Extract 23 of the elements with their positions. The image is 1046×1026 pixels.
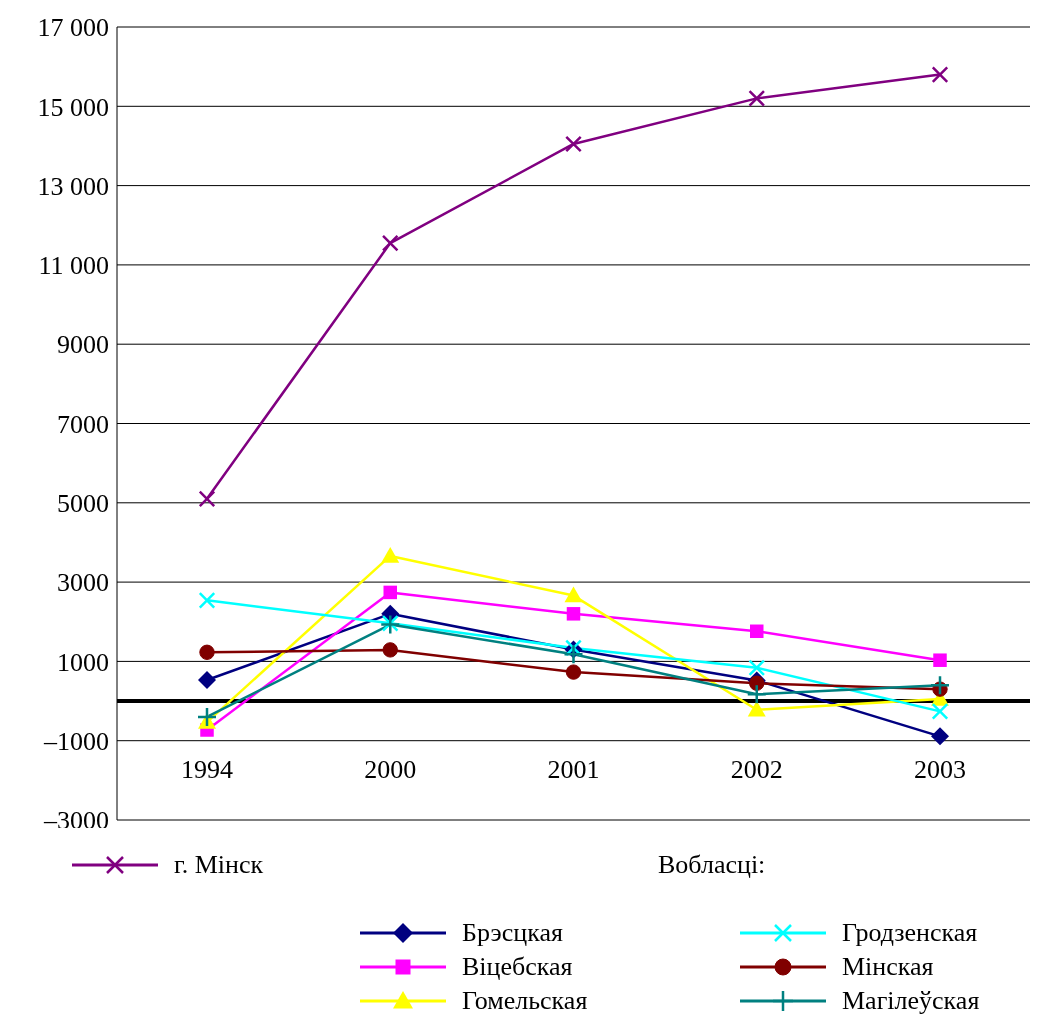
y-tick-label: 13 000 bbox=[37, 171, 109, 201]
y-tick-label: 15 000 bbox=[37, 92, 109, 122]
legend-label: Віцебская bbox=[462, 952, 573, 982]
x-tick-label: 2000 bbox=[364, 755, 417, 784]
y-tick-label: 9000 bbox=[57, 330, 109, 360]
x-tick-label: 2003 bbox=[914, 755, 966, 784]
x-tick-label: 2002 bbox=[730, 755, 783, 784]
legend-label: Мінская bbox=[842, 952, 934, 982]
legend-title: Вобласці: bbox=[658, 850, 766, 880]
x-tick-label: 1994 bbox=[181, 755, 233, 784]
y-tick-label: 5000 bbox=[57, 489, 109, 519]
x-tick-label: 2001 bbox=[547, 755, 600, 784]
y-tick-label: 7000 bbox=[57, 409, 109, 439]
legend-label: Брэсцкая bbox=[462, 918, 563, 948]
legend-label: Гомельская bbox=[462, 986, 588, 1016]
y-tick-label: 1000 bbox=[57, 647, 109, 677]
y-tick-label: 17 000 bbox=[37, 13, 109, 43]
y-tick-label: –1000 bbox=[43, 726, 109, 756]
legend-label: г. Мінск bbox=[174, 850, 264, 880]
y-tick-label: 11 000 bbox=[38, 251, 109, 281]
legend-label: Магілеўская bbox=[842, 986, 980, 1016]
legend-label: Гродзенская bbox=[842, 918, 978, 948]
y-tick-label: 3000 bbox=[57, 568, 109, 598]
